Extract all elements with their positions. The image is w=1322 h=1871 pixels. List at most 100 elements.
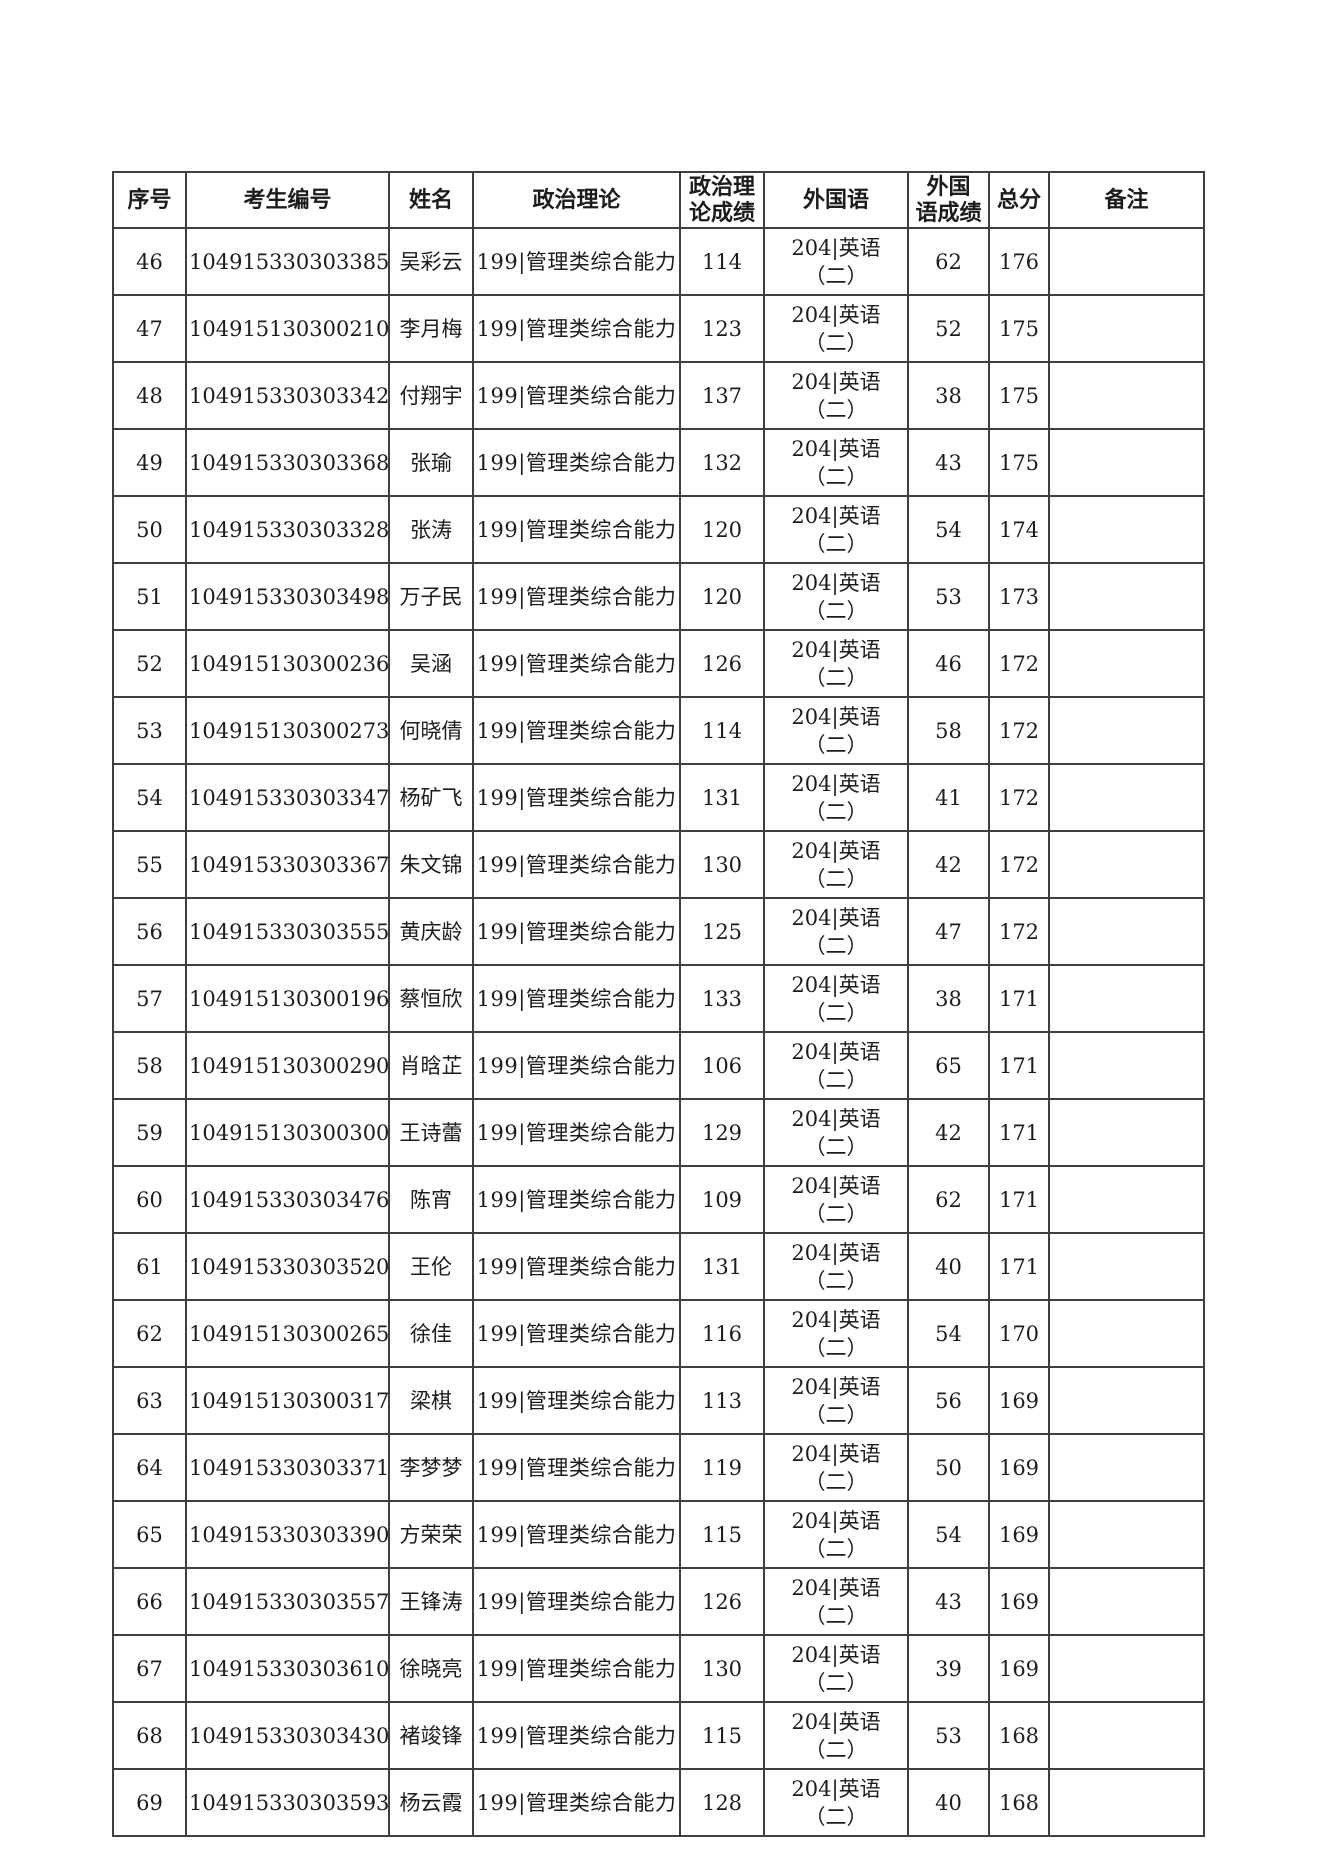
cell-remarks — [1048, 428, 1205, 497]
cell-total: 172 — [988, 897, 1050, 966]
table-row: 69 104915330303593 杨云霞 199|管理类综合能力 128 204|英语… — [112, 1768, 1205, 1837]
cell-foreign-score: 65 — [907, 1031, 990, 1100]
table-body: 46 104915330303385 吴彩云 199|管理类综合能力 114 204|英语… — [112, 227, 1205, 1837]
cell-total: 172 — [988, 830, 1050, 899]
table-row: 55 104915330303367 朱文锦 199|管理类综合能力 130 204|英语… — [112, 830, 1205, 899]
cell-index: 52 — [112, 629, 187, 698]
cell-remarks — [1048, 830, 1205, 899]
cell-politics-score: 106 — [679, 1031, 765, 1100]
cell-name: 褚竣锋 — [388, 1701, 474, 1770]
cell-candidate-id: 104915130300300 — [185, 1098, 390, 1167]
col-header-index: 序号 — [112, 171, 187, 229]
cell-index: 61 — [112, 1232, 187, 1301]
col-header-foreign-score: 外国 语成绩 — [907, 171, 990, 229]
cell-foreign-score: 38 — [907, 964, 990, 1033]
cell-candidate-id: 104915130300210 — [185, 294, 390, 363]
cell-index: 65 — [112, 1500, 187, 1569]
cell-candidate-id: 104915130300317 — [185, 1366, 390, 1435]
cell-index: 55 — [112, 830, 187, 899]
cell-total: 171 — [988, 964, 1050, 1033]
cell-index: 63 — [112, 1366, 187, 1435]
cell-politics-score: 129 — [679, 1098, 765, 1167]
cell-politics-score: 115 — [679, 1701, 765, 1770]
cell-total: 169 — [988, 1500, 1050, 1569]
cell-index: 64 — [112, 1433, 187, 1502]
cell-candidate-id: 104915330303367 — [185, 830, 390, 899]
cell-index: 56 — [112, 897, 187, 966]
table-row: 61 104915330303520 王伦 199|管理类综合能力 131 204|英语（… — [112, 1232, 1205, 1301]
cell-total: 169 — [988, 1366, 1050, 1435]
table-row: 50 104915330303328 张涛 199|管理类综合能力 120 204|英语（… — [112, 495, 1205, 564]
cell-foreign-score: 46 — [907, 629, 990, 698]
col-header-foreign-language: 外国语 — [763, 171, 909, 229]
cell-foreign-score: 50 — [907, 1433, 990, 1502]
table-row: 64 104915330303371 李梦梦 199|管理类综合能力 119 204|英语… — [112, 1433, 1205, 1502]
cell-politics-score: 128 — [679, 1768, 765, 1837]
cell-politics-subject: 199|管理类综合能力 — [472, 1634, 681, 1703]
cell-index: 48 — [112, 361, 187, 430]
cell-candidate-id: 104915330303368 — [185, 428, 390, 497]
cell-remarks — [1048, 1768, 1205, 1837]
cell-index: 50 — [112, 495, 187, 564]
table-row: 62 104915130300265 徐佳 199|管理类综合能力 116 204|英语（… — [112, 1299, 1205, 1368]
cell-candidate-id: 104915330303430 — [185, 1701, 390, 1770]
cell-total: 174 — [988, 495, 1050, 564]
cell-index: 51 — [112, 562, 187, 631]
cell-politics-score: 123 — [679, 294, 765, 363]
cell-foreign-subject: 204|英语（二） — [763, 227, 909, 296]
cell-candidate-id: 104915130300196 — [185, 964, 390, 1033]
cell-candidate-id: 104915130300273 — [185, 696, 390, 765]
cell-foreign-subject: 204|英语（二） — [763, 1299, 909, 1368]
cell-foreign-score: 39 — [907, 1634, 990, 1703]
cell-politics-subject: 199|管理类综合能力 — [472, 1768, 681, 1837]
cell-name: 王诗蕾 — [388, 1098, 474, 1167]
header-row: 序号 考生编号 姓名 政治理论 政治理 论成绩 外国语 外国 语成绩 总分 备注 — [112, 171, 1205, 229]
cell-total: 173 — [988, 562, 1050, 631]
cell-foreign-score: 54 — [907, 1299, 990, 1368]
cell-index: 58 — [112, 1031, 187, 1100]
cell-foreign-subject: 204|英语（二） — [763, 361, 909, 430]
cell-name: 万子民 — [388, 562, 474, 631]
cell-name: 肖晗芷 — [388, 1031, 474, 1100]
cell-politics-subject: 199|管理类综合能力 — [472, 964, 681, 1033]
cell-politics-score: 132 — [679, 428, 765, 497]
cell-candidate-id: 104915330303557 — [185, 1567, 390, 1636]
cell-foreign-score: 43 — [907, 1567, 990, 1636]
table-row: 65 104915330303390 方荣荣 199|管理类综合能力 115 204|英语… — [112, 1500, 1205, 1569]
cell-candidate-id: 104915130300290 — [185, 1031, 390, 1100]
cell-politics-score: 131 — [679, 1232, 765, 1301]
table-row: 66 104915330303557 王锋涛 199|管理类综合能力 126 204|英语… — [112, 1567, 1205, 1636]
cell-index: 47 — [112, 294, 187, 363]
cell-foreign-subject: 204|英语（二） — [763, 1567, 909, 1636]
cell-name: 杨云霞 — [388, 1768, 474, 1837]
cell-foreign-score: 62 — [907, 1165, 990, 1234]
table-row: 53 104915130300273 何晓倩 199|管理类综合能力 114 204|英语… — [112, 696, 1205, 765]
cell-foreign-score: 41 — [907, 763, 990, 832]
cell-foreign-subject: 204|英语（二） — [763, 294, 909, 363]
cell-politics-subject: 199|管理类综合能力 — [472, 629, 681, 698]
cell-candidate-id: 104915330303593 — [185, 1768, 390, 1837]
cell-total: 169 — [988, 1433, 1050, 1502]
cell-politics-subject: 199|管理类综合能力 — [472, 1031, 681, 1100]
cell-politics-score: 120 — [679, 495, 765, 564]
cell-index: 53 — [112, 696, 187, 765]
cell-total: 171 — [988, 1098, 1050, 1167]
cell-politics-subject: 199|管理类综合能力 — [472, 1098, 681, 1167]
cell-name: 陈宵 — [388, 1165, 474, 1234]
cell-remarks — [1048, 1232, 1205, 1301]
cell-candidate-id: 104915330303498 — [185, 562, 390, 631]
cell-foreign-score: 56 — [907, 1366, 990, 1435]
cell-index: 54 — [112, 763, 187, 832]
cell-candidate-id: 104915330303520 — [185, 1232, 390, 1301]
cell-total: 175 — [988, 361, 1050, 430]
cell-index: 46 — [112, 227, 187, 296]
cell-total: 169 — [988, 1634, 1050, 1703]
cell-name: 吴彩云 — [388, 227, 474, 296]
cell-name: 何晓倩 — [388, 696, 474, 765]
cell-index: 49 — [112, 428, 187, 497]
table-row: 48 104915330303342 付翔宇 199|管理类综合能力 137 204|英语… — [112, 361, 1205, 430]
cell-foreign-score: 54 — [907, 495, 990, 564]
cell-foreign-score: 52 — [907, 294, 990, 363]
cell-name: 徐晓亮 — [388, 1634, 474, 1703]
cell-name: 王伦 — [388, 1232, 474, 1301]
